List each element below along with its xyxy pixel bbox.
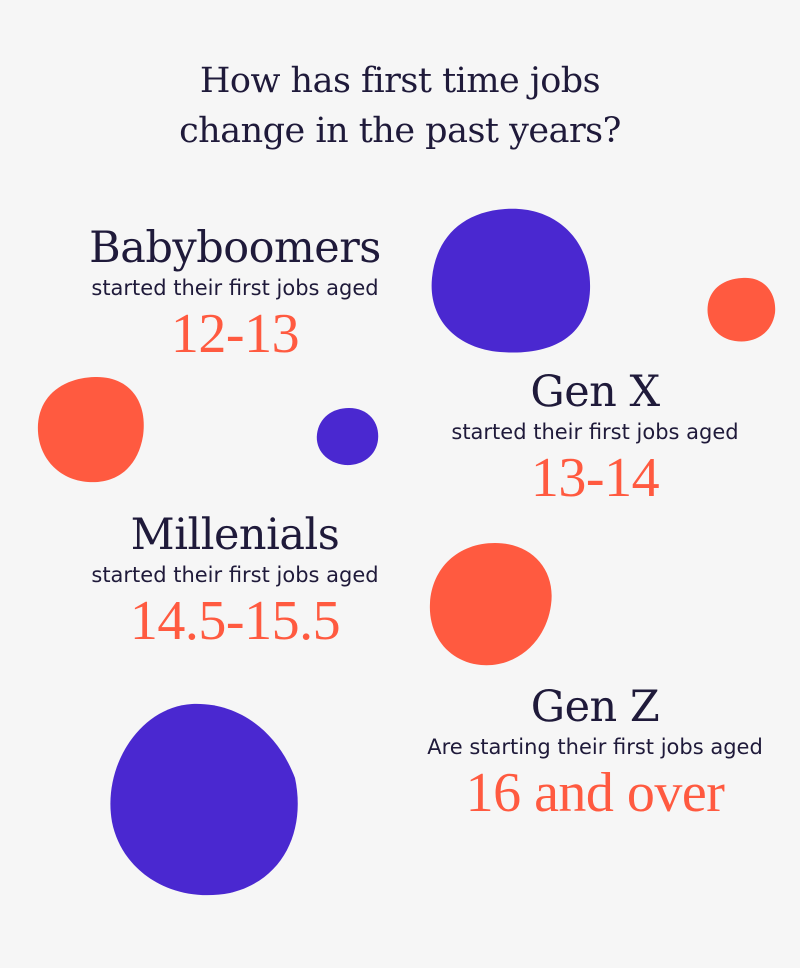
generation-subtitle: started their first jobs aged	[91, 276, 379, 300]
purple-blob-large-bottom	[110, 703, 298, 896]
orange-blob-left	[37, 376, 144, 483]
generation-age: 13-14	[530, 447, 660, 509]
generation-gen-z: Gen Z Are starting their first jobs aged…	[400, 681, 790, 825]
title-line-2: change in the past years?	[179, 111, 621, 151]
purple-blob-large-top	[431, 208, 591, 353]
orange-blob-small-top-right	[707, 277, 776, 342]
title-line-1: How has first time jobs	[199, 61, 601, 101]
generation-babyboomers: Babyboomers started their first jobs age…	[40, 222, 430, 366]
generation-millenials: Millenials started their first jobs aged…	[40, 509, 430, 653]
generation-name: Gen Z	[530, 682, 660, 732]
generation-subtitle: started their first jobs aged	[91, 563, 379, 587]
generation-name: Millenials	[130, 510, 340, 560]
generation-gen-x: Gen X started their first jobs aged 13-1…	[400, 366, 790, 510]
generation-name: Babyboomers	[89, 223, 381, 273]
generation-age: 12-13	[170, 303, 300, 365]
page-title: How has first time jobs change in the pa…	[0, 56, 800, 156]
purple-blob-small-middle	[316, 408, 379, 466]
generation-subtitle: started their first jobs aged	[451, 420, 739, 444]
generation-subtitle: Are starting their first jobs aged	[427, 735, 763, 759]
orange-blob-center	[429, 543, 552, 666]
generation-age: 16 and over	[465, 762, 725, 824]
generation-name: Gen X	[530, 367, 660, 417]
generation-age: 14.5-15.5	[129, 590, 341, 652]
